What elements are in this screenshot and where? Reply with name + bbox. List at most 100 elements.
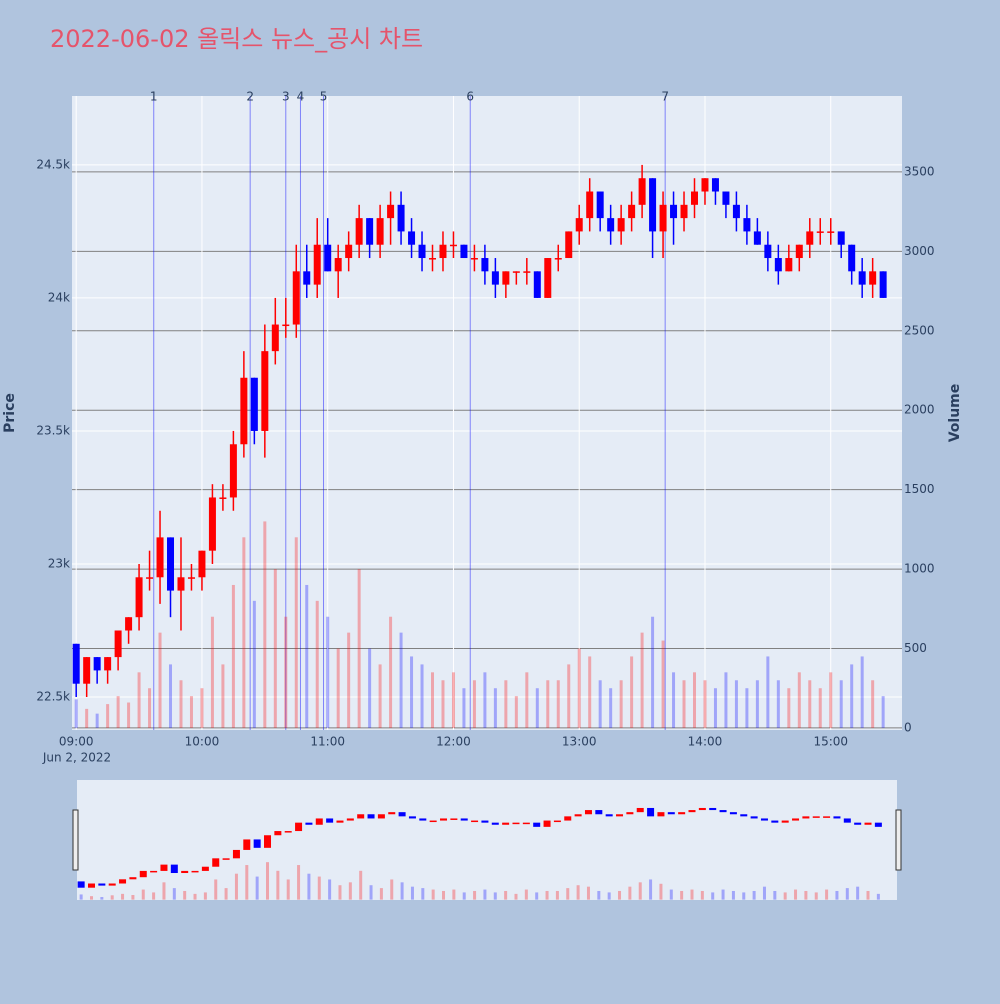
slider-candle bbox=[201, 866, 209, 871]
volume-bar bbox=[860, 656, 864, 728]
volume-bar bbox=[514, 696, 518, 728]
candle-body bbox=[533, 271, 541, 298]
candle-body bbox=[408, 231, 416, 245]
candle-body bbox=[701, 178, 709, 192]
slider-volume-bar bbox=[586, 886, 590, 900]
volume-bar bbox=[766, 656, 770, 728]
slider-candle bbox=[232, 849, 240, 859]
slider-candle bbox=[719, 810, 727, 813]
x-tick-label: 11:00 bbox=[310, 735, 345, 749]
volume-bar bbox=[724, 672, 728, 728]
candle-body bbox=[711, 178, 719, 192]
volume-bar bbox=[682, 680, 686, 728]
slider-volume-bar bbox=[121, 893, 125, 900]
slider-candle bbox=[802, 816, 810, 819]
slider-volume-bar bbox=[876, 893, 880, 900]
candle-body bbox=[764, 244, 772, 259]
candle-body bbox=[575, 218, 583, 232]
volume-bar bbox=[535, 688, 539, 728]
x-tick-label: 14:00 bbox=[688, 735, 723, 749]
volume-bar bbox=[640, 632, 644, 728]
slider-candle bbox=[336, 820, 344, 823]
volume-bar bbox=[169, 664, 173, 728]
y2-tick-label: 2000 bbox=[904, 403, 935, 417]
slider-candle bbox=[729, 812, 737, 815]
volume-bar bbox=[609, 688, 613, 728]
volume-bar bbox=[347, 632, 351, 728]
slider-volume-bar bbox=[431, 889, 435, 900]
slider-handle[interactable] bbox=[895, 809, 902, 871]
slider-volume-bar bbox=[390, 879, 394, 900]
slider-candle bbox=[181, 870, 189, 874]
y2-tick-label: 0 bbox=[904, 720, 912, 734]
candle-body bbox=[135, 577, 143, 618]
y2-tick-label: 3000 bbox=[904, 244, 935, 258]
volume-bar bbox=[619, 680, 623, 728]
slider-volume-bar bbox=[338, 885, 342, 900]
x-subtitle: Jun 2, 2022 bbox=[42, 751, 111, 765]
volume-bar bbox=[252, 600, 256, 728]
slider-volume-bar bbox=[680, 890, 684, 900]
candle-body bbox=[565, 231, 573, 259]
annotation-label: 4 bbox=[297, 90, 305, 104]
plot-area bbox=[72, 96, 902, 730]
candle-body bbox=[470, 258, 478, 260]
slider-candle bbox=[688, 810, 696, 813]
volume-bar bbox=[472, 680, 476, 728]
volume-bar bbox=[137, 672, 141, 728]
slider-volume-bar bbox=[379, 888, 383, 900]
slider-candle bbox=[77, 881, 85, 888]
annotation-label: 2 bbox=[246, 90, 254, 104]
slider-candle bbox=[398, 812, 406, 817]
candle-body bbox=[670, 204, 678, 219]
volume-bar bbox=[703, 680, 707, 728]
volume-bar bbox=[577, 648, 581, 728]
y-axis-title: Price bbox=[2, 393, 18, 433]
volume-bar bbox=[871, 680, 875, 728]
volume-bar bbox=[693, 672, 696, 728]
candle-body bbox=[429, 258, 437, 260]
candle-body bbox=[607, 218, 615, 232]
volume-bar bbox=[661, 640, 665, 728]
slider-volume-bar bbox=[307, 873, 311, 900]
slider-candle bbox=[440, 818, 448, 821]
slider-volume-bar bbox=[141, 889, 145, 900]
volume-bar bbox=[357, 569, 361, 728]
volume-bar bbox=[630, 656, 634, 728]
slider-candle bbox=[502, 822, 510, 825]
volume-bar bbox=[305, 584, 309, 728]
candle-body bbox=[743, 218, 751, 232]
volume-bar bbox=[776, 680, 780, 728]
volume-bar bbox=[850, 664, 854, 728]
slider-volume-bar bbox=[369, 885, 373, 900]
y2-tick-label: 2500 bbox=[904, 323, 935, 337]
volume-bar bbox=[839, 680, 843, 728]
slider-volume-bar bbox=[866, 890, 870, 900]
candle-body bbox=[449, 244, 457, 247]
volume-bar bbox=[85, 708, 89, 728]
candle-body bbox=[544, 258, 552, 298]
slider-volume-bar bbox=[224, 888, 228, 900]
volume-bar bbox=[148, 688, 152, 728]
slider-volume-bar bbox=[576, 885, 580, 900]
candle-body bbox=[795, 244, 803, 259]
slider-candle bbox=[584, 810, 592, 815]
volume-bar bbox=[95, 713, 99, 728]
slider-candle bbox=[295, 822, 303, 832]
volume-bar bbox=[294, 537, 298, 728]
volume-bar bbox=[284, 616, 288, 728]
slider-candle bbox=[471, 820, 479, 823]
volume-bar bbox=[431, 672, 435, 728]
slider-volume-bar bbox=[545, 890, 549, 900]
candle-body bbox=[187, 577, 195, 579]
slider-volume-bar bbox=[731, 890, 735, 900]
slider-handle[interactable] bbox=[72, 809, 79, 871]
candle-body bbox=[114, 630, 122, 658]
slider-volume-bar bbox=[762, 886, 766, 900]
volume-bar bbox=[242, 537, 246, 728]
slider-candle bbox=[108, 883, 116, 886]
slider-volume-bar bbox=[825, 889, 829, 900]
range-slider[interactable] bbox=[77, 780, 897, 900]
slider-candle bbox=[543, 820, 551, 827]
volume-bar bbox=[787, 688, 791, 728]
